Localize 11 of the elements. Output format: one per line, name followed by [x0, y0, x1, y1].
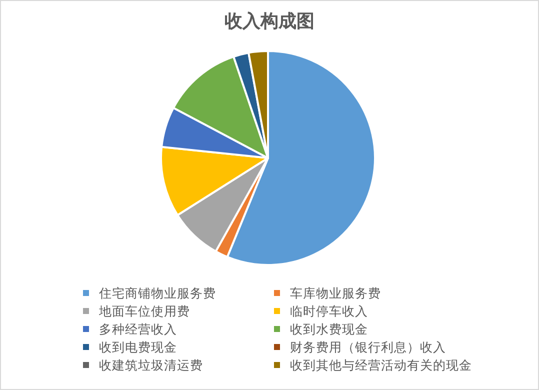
legend-label: 财务费用（银行利息）收入 [290, 340, 446, 354]
legend-label: 收到电费现金 [99, 340, 177, 354]
chart-title: 收入构成图 [224, 11, 314, 32]
legend-label: 住宅商铺物业服务费 [98, 286, 216, 300]
legend-label: 车库物业服务费 [290, 286, 381, 300]
legend-label: 收到其他与经营活动有关的现金 [290, 358, 472, 372]
legend-label: 地面车位使用费 [98, 304, 190, 318]
legend-label: 收到水费现金 [290, 322, 368, 336]
legend-label: 临时停车收入 [290, 304, 368, 318]
legend-label: 多种经营收入 [99, 322, 177, 336]
legend-label: 收建筑垃圾清运费 [99, 358, 203, 372]
